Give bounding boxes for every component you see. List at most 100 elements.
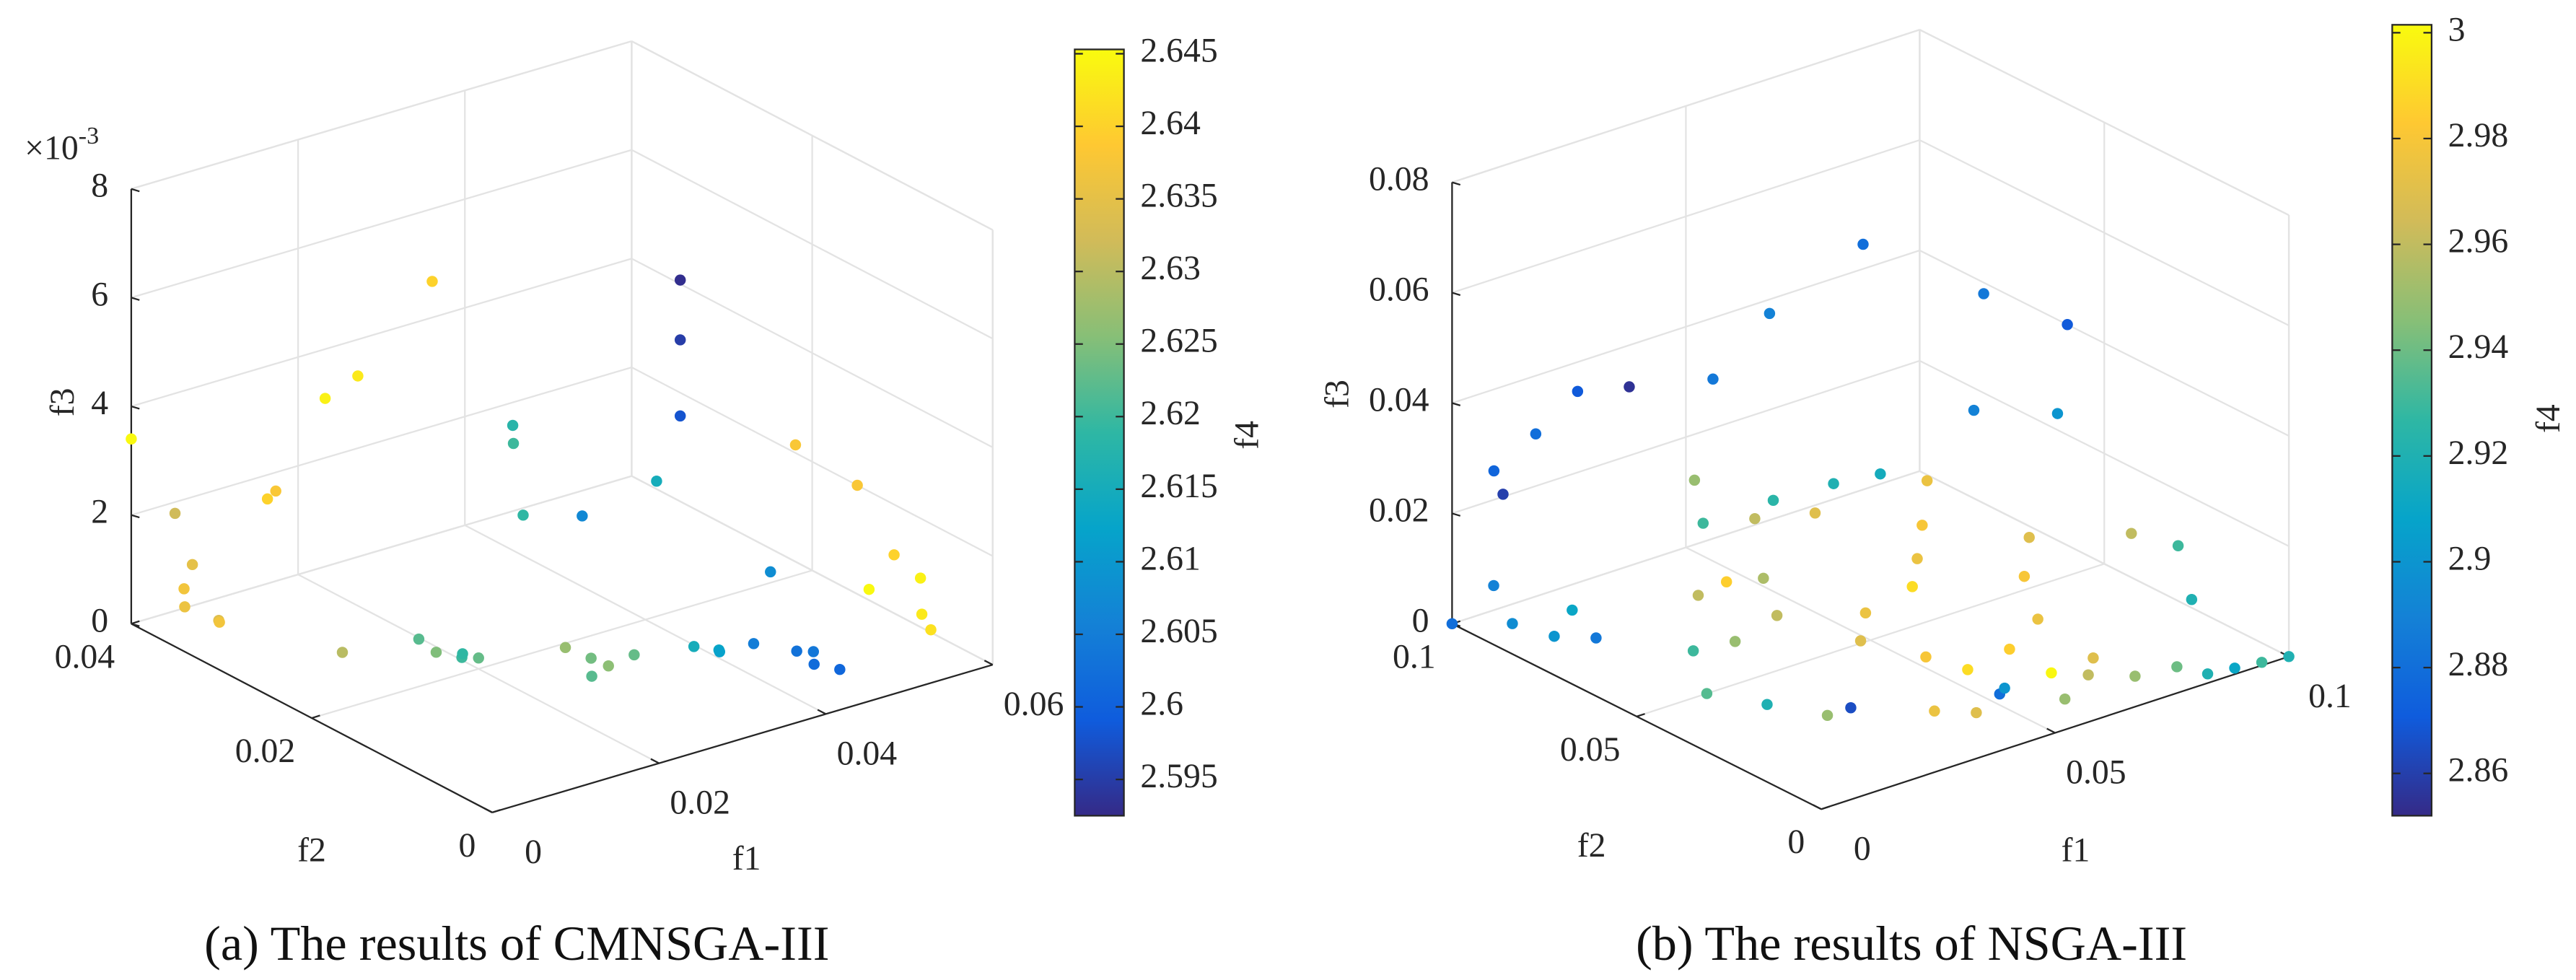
point (1624, 381, 1635, 393)
grid-line (1919, 249, 2290, 437)
colorbar-tick-label: 2.645 (1140, 31, 1217, 69)
point (179, 601, 190, 613)
x-tick-label: 0 (1854, 829, 1871, 867)
point (473, 652, 484, 664)
point (457, 648, 468, 660)
colorbar-tick-label: 2.64 (1140, 104, 1201, 142)
point (1906, 581, 1918, 592)
z-tick (131, 188, 140, 193)
point (507, 419, 519, 432)
x-axis (491, 664, 994, 813)
grid-line (631, 258, 994, 448)
point (807, 646, 820, 657)
point (1828, 478, 1839, 489)
point (1845, 702, 1857, 714)
colorbar (2391, 24, 2433, 817)
y-axis-label: f2 (297, 831, 326, 870)
point (808, 658, 820, 670)
point (714, 646, 726, 657)
y-axis-label: f2 (1577, 826, 1606, 865)
point (2062, 319, 2073, 331)
point (1729, 636, 1741, 647)
colorbar-label: f4 (2529, 404, 2567, 433)
colorbar-tick-label: 2.9 (2448, 539, 2492, 577)
point (1701, 688, 1713, 699)
grid-line (1452, 139, 1920, 294)
point (1692, 590, 1704, 601)
x-tick (483, 807, 493, 813)
x-tick (2046, 727, 2056, 734)
grid-line (631, 367, 994, 557)
z-tick-label: 2 (91, 493, 108, 531)
grid-line (631, 149, 994, 340)
point (834, 663, 846, 675)
x-tick-label: 0 (525, 833, 542, 871)
grid-line (1452, 359, 1920, 515)
point (603, 660, 614, 672)
z-tick (1452, 402, 1461, 406)
point (426, 276, 438, 287)
grid-line (1919, 359, 2290, 547)
y-tick (311, 714, 320, 719)
colorbar-tick-label: 2.615 (1140, 467, 1217, 505)
colorbar-tick-label: 2.595 (1140, 757, 1217, 795)
z-axis-label: f3 (1318, 380, 1357, 408)
y-tick (1821, 805, 1830, 810)
point (2229, 662, 2240, 674)
point (925, 624, 937, 636)
point (1548, 630, 1560, 642)
y-tick (491, 809, 501, 813)
point (2186, 594, 2198, 605)
point (2087, 652, 2099, 664)
point (577, 510, 588, 522)
grid-line (1452, 29, 1920, 183)
point (789, 439, 802, 451)
x-tick-label: 0.06 (1004, 685, 1064, 723)
z-tick (1452, 181, 1461, 186)
grid-line (1452, 470, 1920, 625)
z-tick (131, 405, 140, 410)
z-tick-label: 0.04 (1369, 380, 1429, 419)
point (1920, 651, 1932, 663)
point (1875, 468, 1886, 480)
grid-line (131, 40, 632, 190)
point (1764, 307, 1776, 320)
point (2126, 528, 2137, 539)
point (1854, 635, 1867, 647)
point (2172, 540, 2184, 551)
point (1758, 572, 1769, 585)
point (1809, 507, 1821, 519)
z-axis-label: f3 (43, 388, 82, 416)
point (2202, 668, 2214, 680)
colorbar-tick-label: 2.92 (2448, 434, 2509, 472)
point (1978, 288, 1989, 299)
x-tick (1813, 804, 1822, 810)
grid-line (1919, 139, 2290, 327)
caption: (b) The results of NSGA-III (1636, 916, 2187, 971)
grid-line (131, 149, 632, 299)
colorbar-tick-label: 2.63 (1140, 249, 1201, 287)
point (914, 572, 926, 584)
z-tick (131, 297, 140, 301)
point (748, 638, 760, 649)
point (888, 549, 900, 561)
point (1962, 664, 1973, 675)
point (674, 334, 686, 346)
point (1688, 474, 1701, 486)
z-tick (131, 623, 140, 627)
point (270, 485, 281, 497)
z-tick-label: 4 (91, 384, 108, 422)
z-tick-label: 0 (91, 601, 108, 639)
point (186, 559, 198, 571)
colorbar-tick-label: 2.61 (1140, 539, 1201, 577)
caption: (a) The results of CMNSGA-III (204, 916, 829, 971)
point (1929, 705, 1940, 717)
y-tick-label: 0.02 (235, 732, 296, 770)
z-tick-label: 0 (1412, 601, 1429, 639)
colorbar (1074, 48, 1125, 817)
x-tick-label: 0.02 (670, 784, 730, 822)
point (1530, 428, 1542, 439)
point (1857, 238, 1869, 250)
point (674, 274, 686, 286)
